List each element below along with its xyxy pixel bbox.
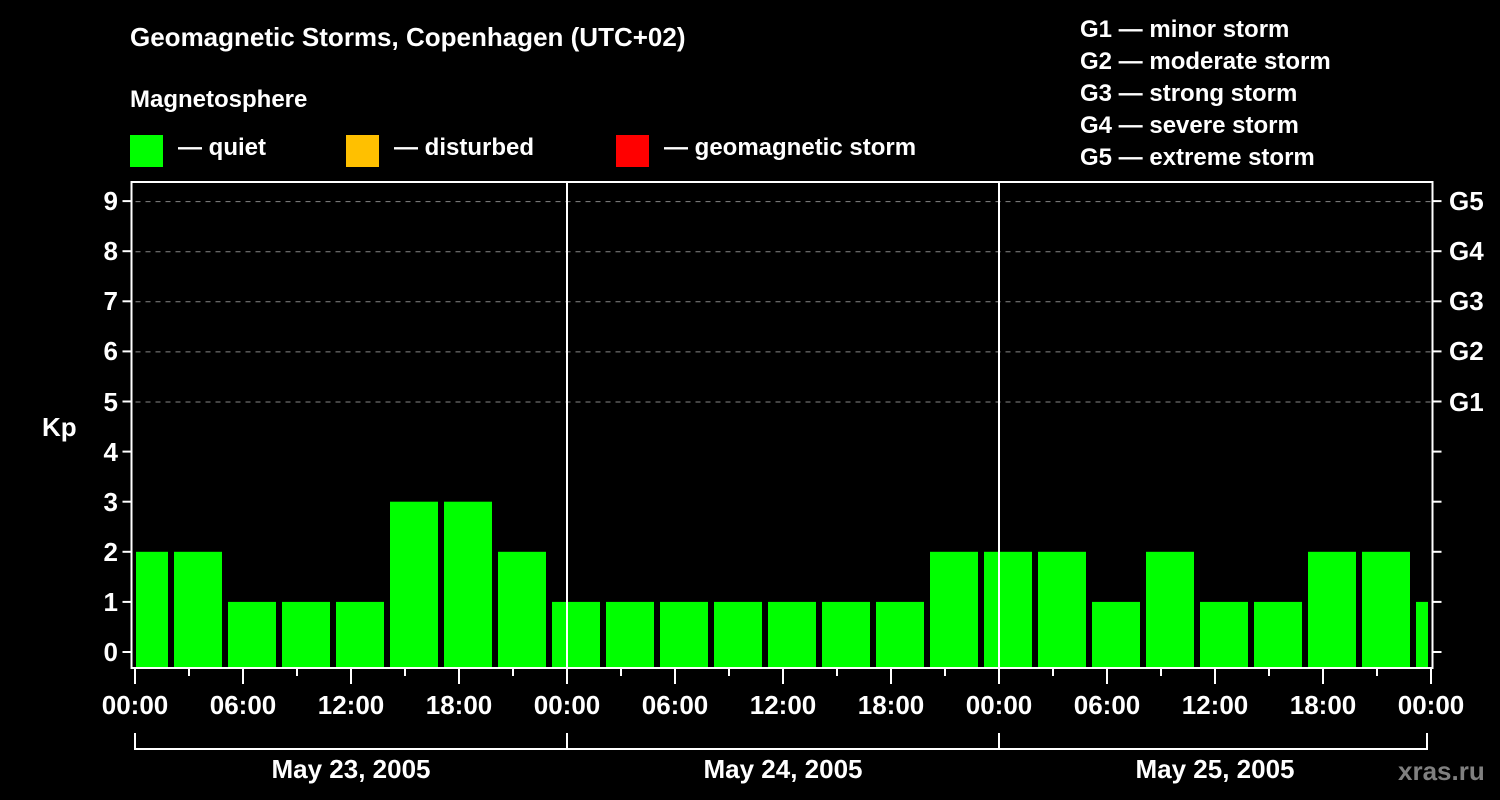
- kp-bar: [1362, 551, 1410, 667]
- x-tick-label: 12:00: [1181, 690, 1249, 720]
- y-tick-label: 4: [103, 436, 118, 467]
- kp-bar: [660, 601, 708, 667]
- kp-bar: [876, 601, 924, 667]
- plot-border: [130, 181, 1434, 669]
- x-tick-label: 06:00: [641, 690, 709, 720]
- y-tick-label: 9: [103, 186, 118, 217]
- y-tick-label: 2: [103, 536, 118, 567]
- kp-bar: [984, 551, 1032, 667]
- g-level-label: G2: [1449, 336, 1484, 367]
- y-axis-label: Kp: [42, 412, 77, 442]
- date-label: May 23, 2005: [271, 754, 431, 784]
- x-tick-label: 00:00: [101, 690, 169, 720]
- g-level-label: G1: [1449, 386, 1484, 417]
- legend-label-disturbed: — disturbed: [394, 134, 535, 161]
- y-tick-label: 3: [103, 486, 118, 517]
- kp-bar: [174, 551, 222, 667]
- kp-bar: [228, 601, 276, 667]
- date-label: May 24, 2005: [703, 754, 863, 784]
- date-label: May 25, 2005: [1135, 754, 1295, 784]
- y-tick-label: 5: [103, 386, 118, 417]
- y-tick-label: 7: [103, 286, 118, 317]
- grid-lines: [135, 201, 1431, 403]
- x-tick-label: 00:00: [1397, 690, 1465, 720]
- kp-bar: [552, 601, 600, 667]
- g-level-label: G5: [1449, 186, 1484, 217]
- kp-bar: [768, 601, 816, 667]
- g-scale-legend: G1 — minor storm G2 — moderate storm G3 …: [1080, 14, 1331, 174]
- kp-bar: [282, 601, 330, 667]
- bars: [136, 501, 1428, 667]
- legend-label-quiet: — quiet: [178, 134, 266, 161]
- legend-heading: Magnetosphere: [130, 86, 308, 113]
- legend-swatch-storm: [616, 135, 649, 167]
- kp-bar: [336, 601, 384, 667]
- g-scale-item: G3 — strong storm: [1080, 80, 1298, 107]
- kp-bar: [606, 601, 654, 667]
- chart-title: Geomagnetic Storms, Copenhagen (UTC+02): [130, 22, 686, 52]
- kp-bar: [1092, 601, 1140, 667]
- kp-bar: [1254, 601, 1302, 667]
- kp-bar: [822, 601, 870, 667]
- x-tick-label: 18:00: [1289, 690, 1357, 720]
- g-level-label: G4: [1449, 236, 1484, 267]
- x-tick-label: 06:00: [209, 690, 277, 720]
- kp-bar: [714, 601, 762, 667]
- x-tick-label: 12:00: [317, 690, 385, 720]
- kp-bar: [1038, 551, 1086, 667]
- x-tick-label: 00:00: [965, 690, 1033, 720]
- x-tick-label: 12:00: [749, 690, 817, 720]
- x-tick-label: 18:00: [425, 690, 493, 720]
- kp-bar: [390, 501, 438, 667]
- legend-label-storm: — geomagnetic storm: [664, 134, 917, 161]
- g-level-label: G3: [1449, 286, 1484, 317]
- y-tick-label: 6: [103, 336, 118, 367]
- watermark: xras.ru: [1398, 756, 1485, 786]
- kp-bar: [930, 551, 978, 667]
- kp-bar: [1200, 601, 1248, 667]
- legend-swatch-quiet: [130, 135, 163, 167]
- kp-bar: [1308, 551, 1356, 667]
- x-tick-label: 18:00: [857, 690, 925, 720]
- g-scale-item: G5 — extreme storm: [1080, 144, 1315, 171]
- g-scale-item: G4 — severe storm: [1080, 112, 1299, 139]
- plot-frame: [122, 181, 1442, 750]
- kp-bar: [136, 551, 168, 667]
- g-scale-item: G2 — moderate storm: [1080, 48, 1331, 75]
- kp-bar: [444, 501, 492, 667]
- y-tick-label: 8: [103, 236, 118, 267]
- kp-bar: [498, 551, 546, 667]
- x-tick-label: 06:00: [1073, 690, 1141, 720]
- x-tick-label: 00:00: [533, 690, 601, 720]
- y-tick-label: 0: [103, 637, 118, 667]
- g-scale-item: G1 — minor storm: [1080, 16, 1290, 43]
- kp-bar: [1416, 601, 1428, 667]
- legend-swatch-disturbed: [346, 135, 379, 167]
- y-tick-label: 1: [103, 586, 118, 617]
- kp-bar: [1146, 551, 1194, 667]
